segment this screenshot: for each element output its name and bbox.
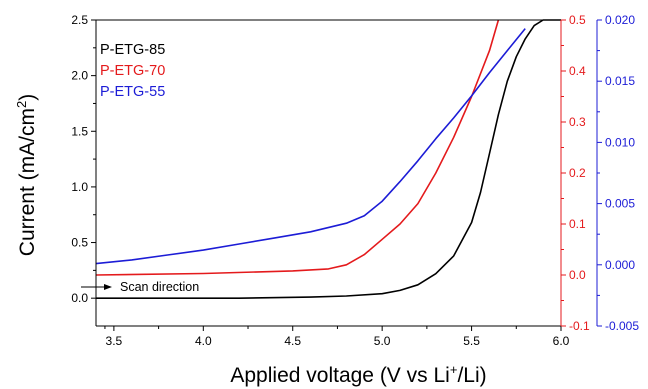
right2-tick-label: 0.000 xyxy=(605,258,635,272)
series-group xyxy=(96,19,561,299)
legend-item-p-etg-85: P-ETG-85 xyxy=(100,42,165,58)
x-tick-label: 5.0 xyxy=(374,334,391,348)
right1-tick-label: 0.3 xyxy=(569,115,586,129)
labels-layer: 3.5 4.0 4.5 5.0 5.5 6.0 0.0 0.5 1.0 1.5 2.0 2.5 -0.1… xyxy=(14,13,639,387)
right2-tick-label: 0.015 xyxy=(605,74,635,88)
right1-tick-label: -0.1 xyxy=(569,319,590,333)
right2-tick-label: 0.005 xyxy=(605,197,635,211)
axes-layer xyxy=(91,19,602,331)
series-line-p-etg-85 xyxy=(96,19,561,299)
series-layer xyxy=(96,19,561,299)
scan-direction-label: Scan direction xyxy=(120,280,199,294)
x-tick-label: 3.5 xyxy=(106,334,123,348)
y-axis-title: Current (mA/cm2) xyxy=(14,94,39,256)
x-axis-title: Applied voltage (V vs Li+/Li) xyxy=(230,362,486,387)
x-tick-label: 6.0 xyxy=(553,334,570,348)
right1-tick-label: 0.2 xyxy=(569,166,586,180)
scan-direction-arrowhead xyxy=(104,284,112,290)
right1-tick-label: 0.4 xyxy=(569,64,586,78)
left-tick-label: 0.5 xyxy=(71,236,88,250)
legend-item-p-etg-70: P-ETG-70 xyxy=(100,63,165,79)
right2-tick-label: -0.005 xyxy=(605,319,639,333)
left-tick-label: 0.0 xyxy=(71,291,88,305)
left-tick-label: 1.5 xyxy=(71,124,88,138)
right1-tick-label: 0.1 xyxy=(569,217,586,231)
right2-tick-label: 0.010 xyxy=(605,135,635,149)
right1-tick-label: 0.0 xyxy=(569,268,586,282)
series-line-p-etg-70 xyxy=(96,19,500,276)
x-tick-label: 4.0 xyxy=(195,334,212,348)
left-tick-label: 2.5 xyxy=(71,13,88,27)
right1-tick-label: 0.5 xyxy=(569,13,586,27)
x-tick-label: 4.5 xyxy=(284,334,301,348)
series-line-p-etg-55 xyxy=(96,28,526,265)
left-tick-label: 2.0 xyxy=(71,69,88,83)
legend-item-p-etg-55: P-ETG-55 xyxy=(100,84,165,100)
left-tick-label: 1.0 xyxy=(71,180,88,194)
right2-tick-label: 0.020 xyxy=(605,13,635,27)
x-tick-label: 5.5 xyxy=(463,334,480,348)
